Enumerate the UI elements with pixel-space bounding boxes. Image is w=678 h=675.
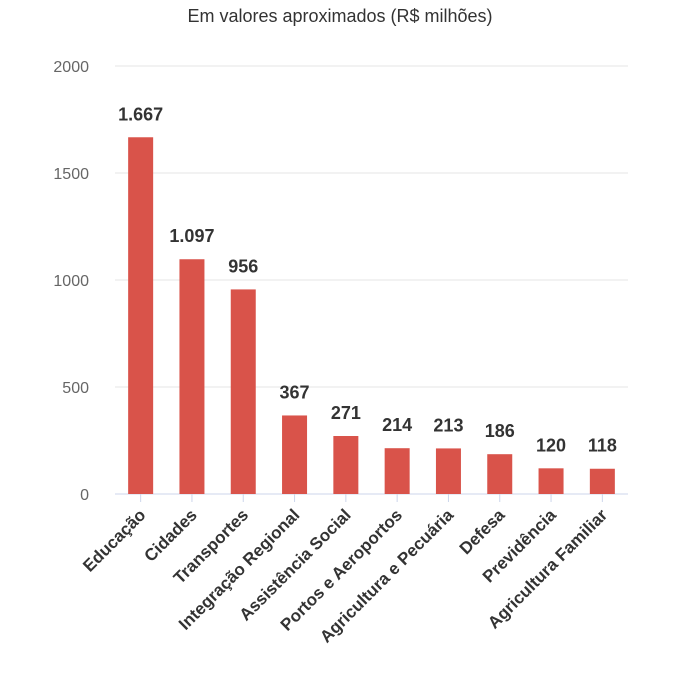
data-label-7: 186 [485,421,515,441]
data-labels: 1.667 1.097 956 367 271 214 213 186 120 118 [118,104,617,455]
y-tick-label-3: 1500 [53,166,89,183]
data-label-2: 956 [228,256,258,276]
y-axis-ticks: 0 500 1000 1500 2000 [53,59,89,504]
data-label-4: 271 [331,403,361,423]
data-label-1: 1.097 [169,226,214,246]
bar-5 [384,448,410,494]
data-label-9: 118 [588,436,617,456]
bar-6 [435,448,461,494]
x-tick-label-0: Educação [79,505,149,575]
bar-2 [230,289,256,494]
bar-8 [538,468,564,494]
bar-1 [179,259,205,494]
y-tick-label-4: 2000 [53,59,89,76]
data-label-6: 213 [433,415,463,435]
chart-title: Em valores aproximados (R$ milhões) [187,6,492,26]
bar-9 [589,468,615,494]
bar-7 [487,454,513,494]
bar-4 [333,436,359,494]
y-tick-label-1: 500 [62,380,89,397]
data-label-5: 214 [382,415,412,435]
y-tick-label-0: 0 [80,487,89,504]
data-label-0: 1.667 [118,104,163,124]
data-label-3: 367 [280,382,310,402]
bar-0 [128,137,154,494]
data-label-8: 120 [536,435,566,455]
bars [128,137,615,494]
y-tick-label-2: 1000 [53,273,89,290]
bar-3 [282,415,308,494]
